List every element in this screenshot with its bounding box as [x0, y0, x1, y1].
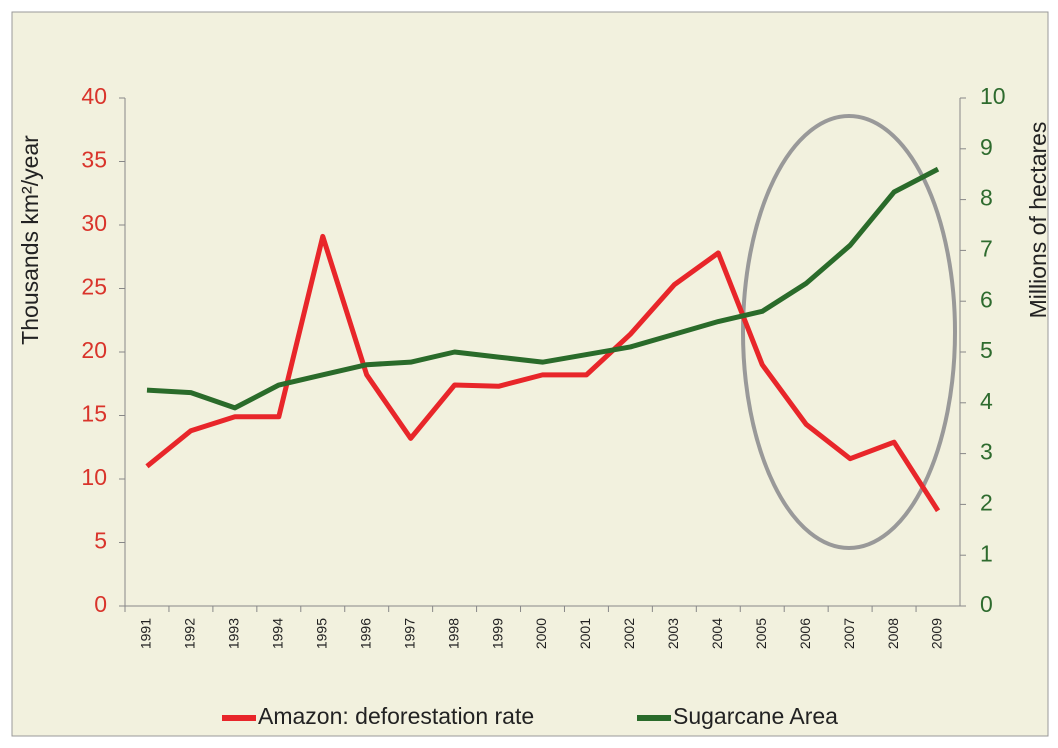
y2-tick-label: 9 [980, 134, 993, 160]
legend-label: Sugarcane Area [673, 703, 838, 729]
x-tick-label: 1992 [182, 618, 198, 649]
y-tick-label: 25 [81, 274, 107, 300]
y-tick-label: 5 [94, 528, 107, 554]
y2-tick-label: 0 [980, 591, 993, 617]
y-tick-label: 0 [94, 591, 107, 617]
y-tick-label: 20 [81, 337, 107, 363]
y2-tick-label: 6 [980, 286, 993, 312]
y2-tick-label: 10 [980, 83, 1006, 109]
y2-tick-label: 3 [980, 439, 993, 465]
x-tick-label: 1997 [401, 618, 417, 649]
y2-tick-label: 4 [980, 388, 993, 414]
y2-tick-label: 5 [980, 337, 993, 363]
x-tick-label: 2001 [577, 618, 593, 649]
x-tick-label: 2004 [709, 618, 725, 649]
x-tick-label: 2009 [929, 618, 945, 649]
x-tick-label: 1993 [226, 618, 242, 649]
x-tick-label: 2002 [621, 618, 637, 649]
y2-tick-label: 1 [980, 540, 993, 566]
legend-label: Amazon: deforestation rate [258, 703, 534, 729]
x-tick-label: 2000 [533, 618, 549, 649]
chart: Thousands km²/year Millions of hectares … [0, 0, 1058, 743]
y2-tick-label: 2 [980, 489, 993, 515]
x-tick-label: 2008 [885, 618, 901, 649]
y2-axis-title: Millions of hectares [1025, 122, 1051, 319]
x-tick-label: 2003 [665, 618, 681, 649]
x-tick-label: 2006 [797, 618, 813, 649]
x-tick-label: 1995 [313, 618, 329, 649]
x-tick-label: 2005 [753, 618, 769, 649]
y-tick-label: 40 [81, 83, 107, 109]
y-tick-label: 30 [81, 210, 107, 236]
y2-tick-label: 8 [980, 185, 993, 211]
y-tick-label: 15 [81, 401, 107, 427]
y-axis-title: Thousands km²/year [17, 135, 43, 345]
x-tick-label: 2007 [841, 618, 857, 649]
x-tick-label: 1994 [270, 618, 286, 649]
x-tick-label: 1998 [445, 618, 461, 649]
y-tick-label: 35 [81, 147, 107, 173]
x-tick-label: 1999 [489, 618, 505, 649]
y2-tick-label: 7 [980, 235, 993, 261]
y-tick-label: 10 [81, 464, 107, 490]
x-tick-label: 1991 [138, 618, 154, 649]
x-tick-label: 1996 [357, 618, 373, 649]
